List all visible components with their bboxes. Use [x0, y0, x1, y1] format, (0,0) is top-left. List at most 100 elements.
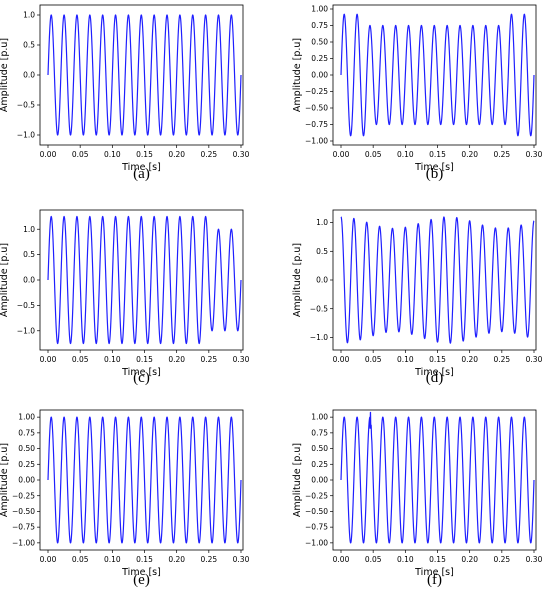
- x-tick-label: 0.20: [168, 355, 185, 364]
- y-tick-label: −0.25: [305, 87, 328, 96]
- y-tick-label: 0.5: [23, 250, 35, 259]
- y-tick-label: 0.5: [316, 247, 328, 256]
- x-tick-label: 0.25: [200, 150, 217, 159]
- y-tick-label: 0.50: [18, 444, 35, 453]
- chart-panel-6: 0.00 0.05 0.10 0.15 0.20 0.25 0.30 −1.00 −0.75 −0…: [292, 409, 543, 588]
- x-tick-label: 0.00: [40, 150, 57, 159]
- x-tick-label: 0.00: [333, 555, 350, 564]
- y-tick-label: 1.00: [18, 413, 35, 422]
- y-tick-label: −0.50: [12, 507, 35, 516]
- y-axis-label: Amplitude [p.u]: [292, 243, 303, 317]
- y-tick-label: 0.25: [311, 460, 328, 469]
- series-line: [47, 215, 242, 345]
- series-line: [340, 411, 535, 544]
- x-tick-label: 0.05: [72, 150, 89, 159]
- panel-caption: (b): [426, 166, 444, 182]
- y-tick-label: −0.25: [12, 491, 35, 500]
- y-tick-label: −0.5: [17, 301, 35, 310]
- chart-panel-2: 0.00 0.05 0.10 0.15 0.20 0.25 0.30 −1.00 −0.75 −0…: [292, 4, 543, 182]
- series-line: [340, 13, 535, 137]
- y-tick-label: 1.00: [311, 413, 328, 422]
- x-tick-label: 0.20: [168, 150, 185, 159]
- y-tick-label: 0.75: [311, 21, 328, 30]
- y-axis-label: Amplitude [p.u]: [0, 443, 10, 517]
- y-tick-label: −1.0: [17, 131, 35, 140]
- x-axis-label: Time [s]: [414, 367, 454, 378]
- x-tick-label: 0.25: [493, 355, 510, 364]
- y-tick-label: 0.00: [311, 71, 328, 80]
- y-tick-label: −0.50: [305, 507, 328, 516]
- y-tick-label: 0.25: [311, 54, 328, 63]
- x-tick-label: 0.15: [429, 150, 446, 159]
- x-tick-label: 0.15: [136, 355, 153, 364]
- panel-caption: (d): [426, 370, 444, 386]
- x-tick-label: 0.25: [493, 150, 510, 159]
- y-tick-label: −0.50: [305, 104, 328, 113]
- y-tick-label: 0.5: [23, 41, 35, 50]
- x-tick-label: 0.05: [72, 355, 89, 364]
- axes-frame: [39, 4, 244, 146]
- x-tick-label: 0.05: [365, 555, 382, 564]
- axes-frame: [332, 409, 537, 551]
- y-axis-label: Amplitude [p.u]: [292, 443, 303, 517]
- y-tick-label: 1.00: [311, 5, 328, 14]
- y-tick-label: −0.5: [17, 101, 35, 110]
- x-tick-label: 0.30: [233, 355, 250, 364]
- chart-panel-1: 0.00 0.05 0.10 0.15 0.20 0.25 0.30 −1.0 −0.5 0.0 0…: [0, 4, 250, 182]
- y-axis-label: Amplitude [p.u]: [292, 38, 303, 112]
- y-tick-label: 0.25: [18, 460, 35, 469]
- x-tick-label: 0.30: [233, 150, 250, 159]
- x-tick-label: 0.10: [397, 555, 414, 564]
- x-tick-label: 0.00: [333, 355, 350, 364]
- y-tick-label: −0.5: [310, 304, 328, 313]
- y-tick-label: 0.0: [316, 276, 328, 285]
- panel-caption: (a): [133, 166, 150, 182]
- y-tick-label: −1.00: [305, 538, 328, 547]
- y-tick-label: 0.00: [18, 476, 35, 485]
- x-tick-label: 0.05: [365, 150, 382, 159]
- y-tick-label: −0.75: [305, 523, 328, 532]
- panel-caption: (c): [133, 370, 150, 386]
- series-line: [340, 216, 535, 344]
- axes-frame: [39, 409, 244, 551]
- series-line: [47, 416, 242, 544]
- y-tick-label: 0.50: [311, 444, 328, 453]
- x-tick-label: 0.00: [40, 355, 57, 364]
- x-axis-label: Time [s]: [121, 367, 161, 378]
- x-tick-label: 0.00: [40, 555, 57, 564]
- y-tick-label: 0.75: [311, 428, 328, 437]
- y-axis-label: Amplitude [p.u]: [0, 38, 10, 112]
- x-axis-label: Time [s]: [121, 162, 161, 173]
- x-tick-label: 0.15: [136, 150, 153, 159]
- x-tick-label: 0.30: [526, 150, 543, 159]
- x-tick-label: 0.20: [168, 555, 185, 564]
- x-tick-label: 0.15: [429, 355, 446, 364]
- y-tick-label: −1.0: [17, 326, 35, 335]
- y-tick-label: −0.75: [12, 523, 35, 532]
- y-tick-label: 0.50: [311, 38, 328, 47]
- y-tick-label: 0.75: [18, 428, 35, 437]
- y-tick-label: −1.0: [310, 333, 328, 342]
- x-tick-label: 0.10: [397, 355, 414, 364]
- y-tick-label: 0.0: [23, 71, 35, 80]
- x-tick-label: 0.10: [397, 150, 414, 159]
- x-tick-label: 0.20: [461, 150, 478, 159]
- series-line: [47, 14, 242, 136]
- x-tick-label: 0.20: [461, 355, 478, 364]
- x-axis-label: Time [s]: [121, 567, 161, 578]
- x-tick-label: 0.15: [136, 555, 153, 564]
- x-tick-label: 0.05: [365, 355, 382, 364]
- chart-panel-5: 0.00 0.05 0.10 0.15 0.20 0.25 0.30 −1.00 −0.75 −0…: [0, 409, 250, 588]
- x-tick-label: 0.30: [233, 555, 250, 564]
- x-tick-label: 0.30: [526, 555, 543, 564]
- y-tick-label: 0.00: [311, 476, 328, 485]
- chart-panel-3: 0.00 0.05 0.10 0.15 0.20 0.25 0.30 −1.0 −0.5 0.0 0…: [0, 209, 250, 386]
- x-tick-label: 0.10: [104, 150, 121, 159]
- y-tick-label: 0.0: [23, 276, 35, 285]
- panel-caption: (f): [427, 572, 442, 588]
- x-axis-label: Time [s]: [414, 567, 454, 578]
- x-tick-label: 0.05: [72, 555, 89, 564]
- y-tick-label: 1.0: [316, 218, 328, 227]
- y-tick-label: −1.00: [305, 137, 328, 146]
